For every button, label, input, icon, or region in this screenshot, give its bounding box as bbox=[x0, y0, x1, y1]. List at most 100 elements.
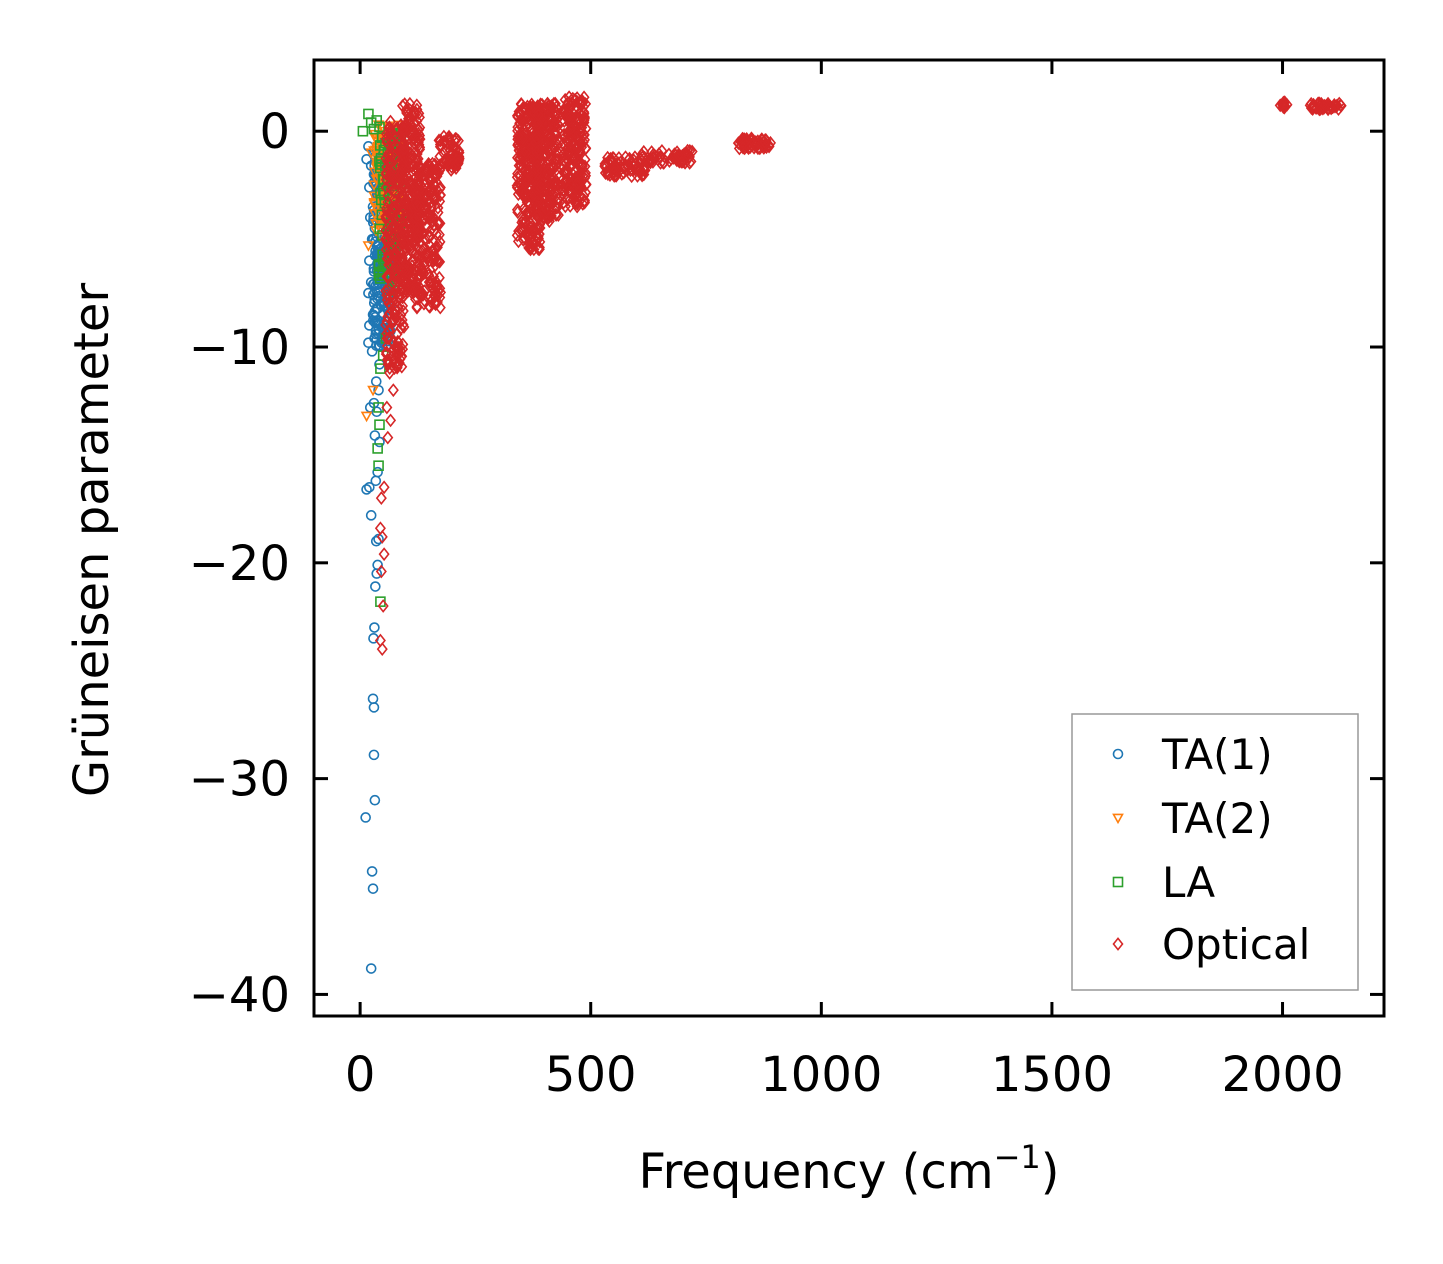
ta2-point bbox=[368, 146, 380, 157]
optical-point bbox=[381, 331, 393, 346]
optical-point bbox=[404, 96, 416, 111]
optical-point bbox=[558, 195, 570, 210]
optical-point bbox=[423, 157, 435, 172]
optical-point bbox=[618, 165, 630, 180]
optical-point bbox=[387, 335, 399, 349]
optical-point bbox=[579, 152, 591, 167]
ta1-point bbox=[363, 287, 374, 299]
optical-point bbox=[453, 143, 465, 158]
optical-point bbox=[550, 200, 562, 215]
optical-point bbox=[380, 165, 392, 180]
ta1-point bbox=[370, 475, 382, 487]
optical-point bbox=[532, 108, 544, 122]
optical-point bbox=[388, 217, 400, 232]
optical-point bbox=[423, 170, 435, 184]
optical-point bbox=[638, 167, 650, 182]
x-tick-label: 0 bbox=[345, 1047, 376, 1103]
optical-point bbox=[645, 151, 657, 166]
ta1-point bbox=[369, 622, 380, 633]
optical-point bbox=[631, 160, 643, 175]
optical-point bbox=[415, 222, 427, 237]
optical-point bbox=[759, 134, 771, 149]
optical-point bbox=[1274, 98, 1286, 113]
optical-point bbox=[388, 296, 400, 311]
optical-point bbox=[430, 287, 443, 302]
legend-marker-ta1 bbox=[1112, 748, 1124, 760]
optical-point bbox=[383, 324, 395, 338]
data-layer bbox=[357, 90, 1347, 974]
optical-point bbox=[449, 131, 461, 146]
optical-point bbox=[424, 173, 436, 188]
optical-point bbox=[613, 151, 625, 165]
optical-point bbox=[389, 199, 401, 214]
optical-point bbox=[512, 129, 524, 144]
optical-point bbox=[446, 159, 458, 174]
optical-point bbox=[426, 156, 438, 171]
optical-point bbox=[411, 147, 423, 161]
optical-point bbox=[429, 251, 441, 265]
optical-point bbox=[549, 103, 562, 118]
optical-point bbox=[430, 190, 442, 205]
optical-point bbox=[424, 224, 436, 239]
optical-point bbox=[376, 642, 388, 657]
optical-point bbox=[404, 240, 416, 254]
optical-point bbox=[536, 177, 548, 192]
ta1-point bbox=[365, 963, 377, 974]
optical-point bbox=[415, 162, 427, 176]
ta2-point bbox=[368, 180, 380, 192]
legend-label-ta1: TA(1) bbox=[1161, 730, 1273, 779]
optical-point bbox=[396, 165, 408, 180]
optical-point bbox=[532, 116, 544, 131]
optical-point bbox=[397, 263, 410, 277]
legend-label-ta2: TA(2) bbox=[1161, 794, 1273, 843]
optical-point bbox=[412, 221, 424, 235]
optical-point bbox=[381, 127, 393, 141]
optical-point bbox=[434, 139, 446, 154]
optical-point bbox=[406, 107, 418, 121]
ta1-point bbox=[368, 702, 380, 713]
optical-point bbox=[384, 114, 397, 129]
la-point bbox=[373, 460, 384, 472]
optical-point bbox=[397, 199, 409, 213]
legend: TA(1) TA(2) LA Optical bbox=[1071, 713, 1359, 991]
optical-point bbox=[428, 277, 440, 292]
optical-point bbox=[385, 413, 397, 428]
legend-item-la: LA bbox=[1112, 858, 1215, 907]
optical-point bbox=[523, 240, 535, 255]
optical-point bbox=[512, 166, 524, 181]
optical-point bbox=[413, 285, 425, 300]
optical-point bbox=[434, 300, 446, 315]
optical-point bbox=[558, 183, 570, 198]
optical-point bbox=[402, 170, 414, 184]
optical-point bbox=[572, 139, 584, 154]
optical-point bbox=[684, 143, 696, 158]
optical-point bbox=[545, 208, 557, 223]
optical-point bbox=[541, 127, 553, 142]
optical-point bbox=[412, 123, 424, 137]
x-axis-title-main: Frequency (cm bbox=[638, 1144, 993, 1200]
x-tick-label: 1500 bbox=[991, 1047, 1113, 1103]
optical-point bbox=[548, 140, 560, 155]
optical-point bbox=[531, 145, 543, 160]
x-tick-label: 1000 bbox=[760, 1047, 882, 1103]
x-axis-title-superscript: −1 bbox=[994, 1138, 1041, 1176]
optical-point bbox=[565, 185, 577, 200]
optical-point bbox=[396, 313, 408, 327]
optical-point bbox=[513, 104, 525, 119]
optical-point bbox=[374, 521, 386, 536]
optical-point bbox=[571, 192, 583, 206]
y-tick-label: −20 bbox=[189, 536, 290, 592]
optical-point bbox=[752, 141, 764, 156]
ta1-point bbox=[370, 328, 382, 340]
optical-point bbox=[384, 298, 396, 312]
optical-point bbox=[516, 224, 528, 238]
optical-point bbox=[382, 188, 394, 203]
optical-point bbox=[444, 143, 456, 158]
optical-point bbox=[528, 242, 540, 257]
optical-point bbox=[548, 174, 560, 189]
optical-point bbox=[389, 247, 401, 262]
y-tick-label: −30 bbox=[189, 752, 290, 808]
optical-point bbox=[378, 480, 390, 495]
ta1-point bbox=[360, 812, 371, 823]
la-point bbox=[374, 121, 385, 133]
